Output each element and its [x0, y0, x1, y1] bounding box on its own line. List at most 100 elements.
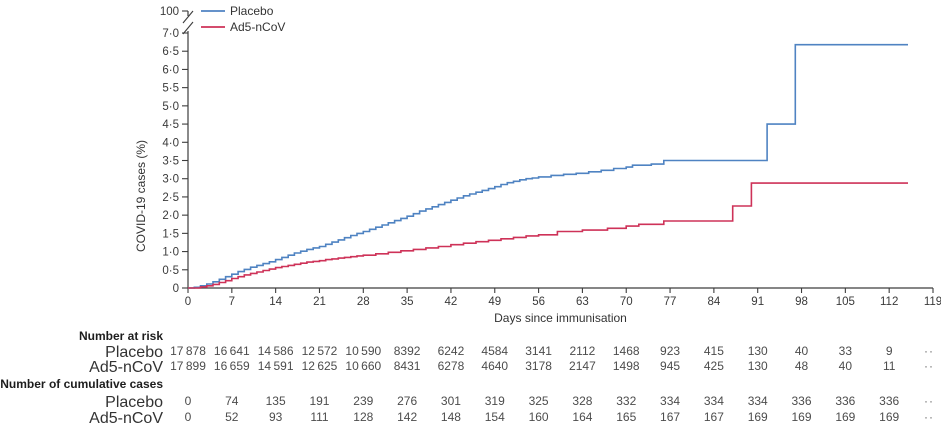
- y-tick-label: 2·5: [162, 192, 179, 204]
- table-cell: 48: [794, 359, 809, 373]
- table-cell: 40: [794, 343, 809, 358]
- table-cell: 142: [397, 409, 418, 424]
- x-tick-label: 42: [445, 296, 458, 308]
- table-cell: 191: [309, 393, 330, 408]
- table-cell: 239: [353, 393, 374, 408]
- table-cell: 945: [660, 359, 681, 373]
- legend-label: Ad5-nCoV: [230, 20, 285, 34]
- y-tick-label: 5·5: [162, 83, 179, 95]
- table-cell: 276: [397, 393, 418, 408]
- y-tick-label: 6·5: [162, 46, 179, 58]
- table-cell: 415: [703, 343, 724, 358]
- y-tick-label: 3·0: [162, 174, 179, 186]
- y-tick-label: 1·0: [162, 247, 179, 259]
- table-cell: 336: [791, 393, 812, 408]
- continuation-mark: ··: [924, 359, 934, 373]
- table-cell: 0: [184, 409, 192, 424]
- table-cell: 148: [440, 409, 461, 424]
- table-cell: 334: [703, 393, 724, 408]
- continuation-mark: ··: [924, 409, 934, 424]
- continuation-mark: ··: [924, 393, 934, 408]
- table-cell: 14 591: [257, 359, 294, 373]
- table-cell: 111: [310, 409, 329, 424]
- table-cell: 12 625: [301, 359, 338, 373]
- table-cell: 6242: [437, 343, 465, 358]
- table-row-label: Placebo: [105, 393, 163, 411]
- table-cell: 52: [225, 409, 239, 424]
- y-tick-label: 7·0: [162, 28, 179, 40]
- y-tick-label: 0: [173, 283, 179, 295]
- y-tick-label: 4·5: [162, 119, 179, 131]
- km-chart: 0 0·5 1·0 1·5 2·0 2·5 3·0 3·5 4·0 4·5 5·0 5·5 6·0 6·5…: [134, 4, 941, 325]
- table-cell: 12 572: [301, 343, 338, 358]
- x-tick-label: 105: [836, 296, 855, 308]
- table-section-header: Number of cumulative cases: [0, 376, 163, 391]
- table-cell: 334: [660, 393, 681, 408]
- table-cell: 128: [353, 409, 374, 424]
- table-cell: 154: [484, 409, 505, 424]
- table-cell: 0: [184, 393, 192, 408]
- table-cell: 160: [528, 409, 549, 424]
- table-cell: 325: [528, 393, 549, 408]
- y-axis-title: COVID-19 cases (%): [134, 140, 148, 252]
- table-cell: 332: [616, 393, 637, 408]
- table-cell: 169: [835, 409, 856, 424]
- table-cell: 169: [879, 409, 900, 424]
- curve-ad5-ncov: [188, 182, 908, 289]
- x-tick-label: 77: [664, 296, 677, 308]
- table-cell: 14 586: [257, 343, 294, 358]
- continuation-mark: ··: [924, 343, 934, 358]
- table-cell: 167: [703, 409, 724, 424]
- x-tick-label: 21: [313, 296, 326, 308]
- table-cell: 10 590: [345, 343, 382, 358]
- table-cell: 17 878: [170, 343, 206, 358]
- table-cell: 16 659: [213, 359, 250, 373]
- y-tick-label: 4·0: [162, 137, 179, 149]
- table-cell: 3141: [525, 343, 552, 358]
- table-row-label: Placebo: [105, 343, 163, 361]
- x-tick-label: 112: [880, 296, 898, 308]
- table-cell: 4584: [481, 343, 509, 358]
- x-tick-label: 84: [707, 296, 720, 308]
- table-cell: 336: [879, 393, 900, 408]
- x-tick-label: 119: [924, 296, 941, 308]
- x-tick-label: 28: [357, 296, 370, 308]
- table-cell: 167: [660, 409, 681, 424]
- table-cell: 328: [572, 393, 593, 408]
- table-cell: 301: [440, 393, 461, 408]
- table-cell: 3178: [525, 359, 552, 373]
- table-cell: 11: [882, 359, 896, 373]
- table-cell: 319: [484, 393, 505, 408]
- table-cell: 164: [572, 409, 593, 424]
- table-cell: 130: [747, 343, 768, 358]
- table-cell: 16 641: [213, 343, 250, 358]
- y-tick-label: 6·0: [162, 64, 179, 76]
- table-cell: 9: [885, 343, 893, 358]
- x-axis-title: Days since immunisation: [494, 311, 627, 325]
- table-cell: 1498: [612, 359, 640, 373]
- table-cell: 6278: [437, 359, 465, 373]
- x-tick-label: 98: [795, 296, 808, 308]
- y-tick-label: 1·5: [162, 228, 179, 240]
- table-cell: 336: [835, 393, 856, 408]
- table-cell: 169: [791, 409, 812, 424]
- table-cell: 4640: [481, 359, 509, 373]
- table-row-label: Ad5-nCoV: [89, 359, 163, 376]
- y-tick-label: 2·0: [162, 210, 179, 222]
- y-tick-label: 5·0: [162, 101, 179, 113]
- table-cell: 93: [268, 409, 283, 424]
- table-cell: 2147: [569, 359, 596, 373]
- table-cell: 334: [747, 393, 768, 408]
- table-cell: 40: [838, 359, 853, 373]
- table-cell: 923: [660, 343, 681, 358]
- y-tick-label: 0·5: [162, 265, 179, 277]
- x-tick-label: 49: [488, 296, 501, 308]
- y-tick-label: 3·5: [162, 156, 179, 168]
- x-tick-label: 0: [185, 296, 191, 308]
- table-cell: 33: [838, 343, 853, 358]
- y-axis-break-slash: [182, 10, 194, 24]
- x-tick-label: 70: [620, 296, 633, 308]
- table-cell: 8392: [393, 343, 421, 358]
- x-tick-label: 56: [532, 296, 545, 308]
